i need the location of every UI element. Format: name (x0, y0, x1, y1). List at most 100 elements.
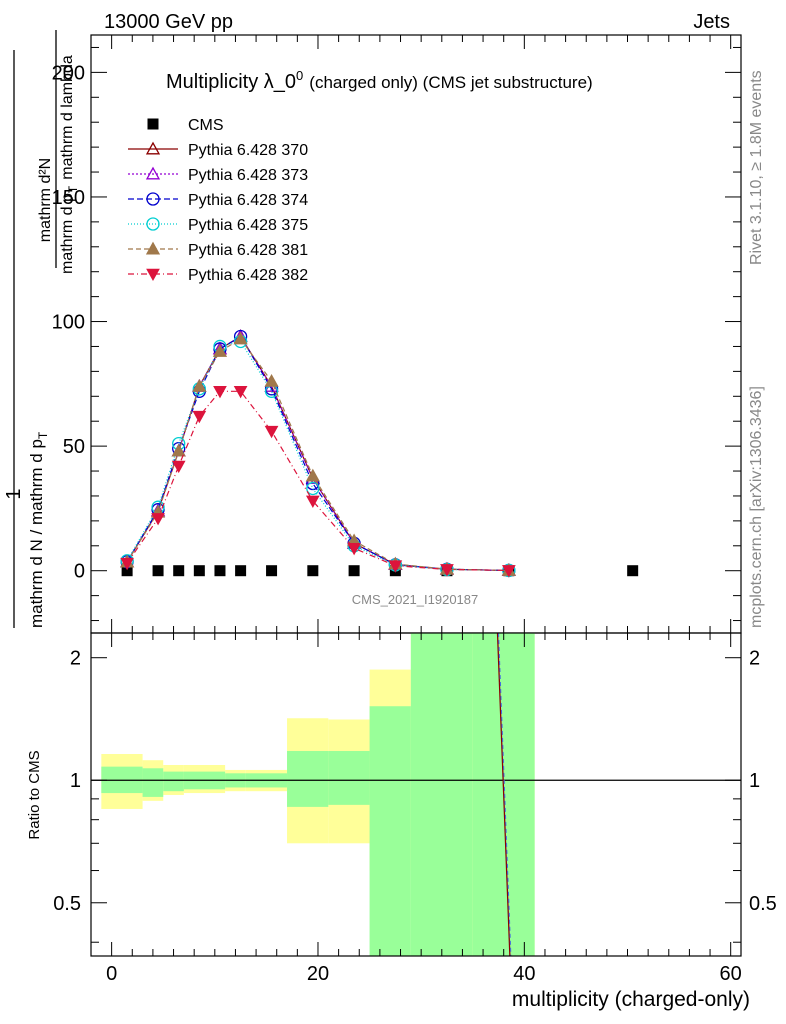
mcplots-label: mcplots.cern.ch [arXiv:1306.3436] (748, 386, 765, 628)
legend-item: Pythia 6.428 382 (128, 267, 308, 284)
data-point (192, 378, 207, 392)
ylabel-rest: mathrm d lambda (59, 55, 76, 180)
legend-item: CMS (147, 117, 224, 134)
y-tick-label: 50 (63, 436, 85, 458)
data-point (213, 386, 227, 399)
data-point (264, 425, 279, 439)
main-series-group (120, 329, 639, 578)
data-point (192, 410, 207, 424)
y-tick-label: 200 (52, 62, 85, 84)
data-point (266, 565, 278, 577)
data-point (307, 565, 319, 577)
ylabel-den2-text: mathrm d p (59, 193, 76, 274)
header-right: Jets (693, 11, 730, 33)
data-point (347, 542, 361, 556)
data-point (233, 386, 248, 399)
series-6 (120, 386, 516, 578)
data-point (121, 565, 133, 577)
legend-item: Pythia 6.428 374 (128, 192, 308, 209)
series-line (126, 335, 509, 572)
ratio-x-tick-label: 20 (307, 963, 329, 985)
data-point (235, 565, 247, 577)
data-point (264, 374, 279, 387)
y-tick-label: 150 (52, 187, 85, 209)
legend-marker (146, 217, 160, 231)
green-band-bin (369, 706, 411, 956)
y-tick-label: 0 (74, 561, 85, 583)
data-point (151, 513, 165, 526)
main-title: Multiplicity λ_00 (charged only) (CMS jet… (166, 68, 593, 93)
series-5 (120, 331, 516, 576)
ratio-y-tick-label-right: 1 (749, 770, 760, 792)
ylabel-denominator: mathrm d N / mathrm d pT (27, 431, 50, 628)
series-line (126, 335, 509, 572)
y-tick-label: 100 (52, 312, 85, 334)
legend-marker (145, 241, 161, 255)
data-point (214, 565, 226, 577)
mc-ratio-line (496, 632, 511, 957)
ratio-x-tick-label: 60 (720, 963, 742, 985)
data-point (348, 565, 360, 577)
green-band-bin (142, 768, 164, 797)
data-point (627, 565, 639, 577)
legend-item: Pythia 6.428 370 (128, 141, 308, 159)
data-point (193, 565, 205, 577)
rivet-label: Rivet 3.1.10, ≥ 1.8M events (748, 70, 765, 265)
series-line (126, 335, 509, 572)
ylabel-numerator: mathrm d²N (37, 158, 54, 242)
legend-label: Pythia 6.428 382 (188, 267, 308, 284)
data-point (502, 565, 516, 578)
ratio-y-tick-label-right: 2 (749, 648, 760, 670)
data-point (173, 565, 185, 577)
data-point (171, 460, 186, 474)
ratio-x-tick-label: 40 (513, 963, 535, 985)
ratio-y-tick-label-left: 1 (70, 770, 81, 792)
ratio-bands (101, 633, 535, 956)
ylabel-den2-sub: T (66, 185, 80, 193)
ylabel-inner-den: mathrm d pTmathrm d lambda (59, 55, 80, 274)
legend-marker (145, 166, 161, 180)
series-0 (121, 565, 639, 577)
legend-marker (146, 192, 160, 206)
legend-marker (145, 141, 161, 155)
data-point (306, 481, 320, 496)
data-point (388, 560, 403, 573)
data-point (212, 344, 228, 357)
ratio-xlabel: multiplicity (charged-only) (512, 988, 750, 1011)
legend-marker (146, 268, 160, 282)
green-band-bin (410, 633, 473, 956)
title-sup: 0 (296, 68, 303, 83)
ratio-axis-ticks: 0.5 0.51 12 20 20 40 60 (53, 633, 777, 985)
legend-label: CMS (188, 117, 224, 134)
data-point (440, 564, 454, 577)
data-point (305, 468, 320, 482)
legend-item: Pythia 6.428 381 (128, 241, 308, 259)
legend: CMS Pythia 6.428 370 Pythia 6.428 373 Pythi… (128, 117, 308, 284)
green-band-bin (163, 771, 184, 792)
legend-label: Pythia 6.428 373 (188, 167, 308, 184)
ratio-y-tick-label-left: 2 (70, 648, 81, 670)
data-point (171, 443, 186, 457)
data-point (305, 495, 320, 508)
green-band-bin (328, 750, 370, 805)
legend-marker (147, 118, 159, 130)
legend-label: Pythia 6.428 381 (188, 242, 308, 259)
header-left: 13000 GeV pp (104, 11, 233, 33)
main-ylabel: 1 mathrm d²N mathrm d N / mathrm d pT ma… (3, 30, 80, 628)
ylabel-den-sub: T (36, 431, 50, 439)
green-band-bin (287, 750, 329, 807)
data-point (233, 331, 248, 345)
ratio-lines (91, 632, 741, 957)
legend-label: Pythia 6.428 374 (188, 192, 308, 209)
data-point (120, 557, 134, 571)
title-main: Multiplicity λ_0 (166, 71, 296, 93)
main-axis-ticks: 0 50 100 150 200 (52, 35, 741, 633)
ratio-x-tick-label: 0 (106, 963, 117, 985)
watermark: CMS_2021_I1920187 (352, 592, 479, 607)
ratio-y-tick-label-left: 0.5 (53, 893, 81, 915)
ylabel-den-text: mathrm d N / mathrm d p (27, 439, 46, 628)
data-point (152, 565, 164, 577)
legend-item: Pythia 6.428 375 (128, 217, 308, 234)
ratio-plot-frame (90, 632, 742, 957)
